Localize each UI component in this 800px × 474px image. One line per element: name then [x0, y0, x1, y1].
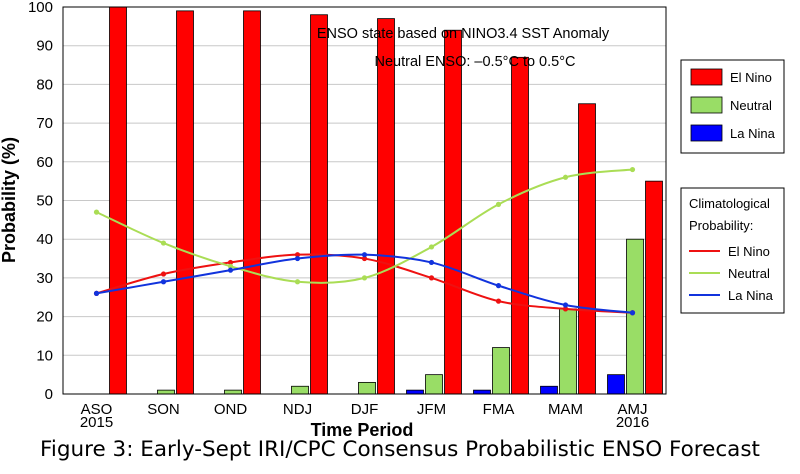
climatology-point-el-nino	[294, 252, 301, 258]
legend-climatology-label-la-nina: La Nina	[728, 288, 774, 303]
y-tick-label: 0	[45, 386, 53, 403]
legend-climatology-label-neutral: Neutral	[728, 266, 770, 281]
climatology-point-la-nina	[562, 302, 569, 308]
x-tick-label: DJF	[351, 401, 379, 418]
bar-neutral	[291, 385, 309, 395]
climatology-point-la-nina	[428, 259, 435, 266]
bars	[109, 6, 663, 395]
bar-el-nino	[377, 18, 395, 395]
x-tick-label: FMA	[483, 401, 515, 418]
annotation-line-1: ENSO state based on NINO3.4 SST Anomaly	[317, 26, 610, 42]
climatology-point-neutral	[428, 244, 435, 250]
climatology-point-neutral	[562, 174, 569, 180]
bar-neutral	[425, 374, 443, 395]
climatology-point-la-nina	[294, 255, 301, 262]
x-tick-label: JFM	[417, 401, 446, 418]
bar-neutral	[358, 381, 376, 395]
climatology-point-el-nino	[160, 271, 167, 277]
enso-chart: 0 10 20 30 40 50 60 70 80 90 100 ASO SON OND NDJ DJF JF…	[0, 0, 785, 436]
bar-el-nino	[109, 6, 127, 395]
y-tick-label: 80	[36, 76, 53, 93]
climatology-point-neutral	[629, 166, 636, 173]
y-tick-label: 30	[36, 270, 53, 287]
x-tick-label: SON	[147, 401, 180, 418]
climatology-point-neutral	[227, 263, 234, 269]
climatology-point-neutral	[361, 275, 368, 281]
climatology-point-el-nino	[227, 259, 234, 266]
bar-el-nino	[511, 56, 529, 395]
climatology-point-el-nino	[361, 255, 368, 262]
annotation-line-2: Neutral ENSO: –0.5°C to 0.5°C	[375, 54, 576, 70]
y-tick-label: 50	[36, 193, 53, 210]
bar-la-nina	[540, 385, 558, 395]
bar-neutral	[626, 238, 644, 395]
y-tick-label: 10	[36, 347, 53, 364]
climatology-point-neutral	[93, 209, 100, 215]
bar-la-nina	[607, 374, 625, 395]
climatology-point-la-nina	[495, 283, 502, 289]
climatology-point-la-nina	[361, 252, 368, 258]
legend-climatology-title-2: Probability:	[689, 218, 753, 233]
y-tick-labels: 0 10 20 30 40 50 60 70 80 90 100	[28, 0, 53, 403]
climatology-point-neutral	[160, 240, 167, 246]
x-tick-labels: ASO SON OND NDJ DJF JFM FMA MAM AMJ 2015 2016	[80, 401, 649, 431]
y-axis-title: Probability (%)	[0, 137, 19, 263]
x-tick-label: NDJ	[283, 401, 312, 418]
bar-neutral	[492, 347, 510, 395]
gridlines	[63, 45, 666, 356]
x-tick-label: MAM	[548, 401, 583, 418]
legend-swatch-neutral	[690, 96, 723, 114]
y-tick-label: 40	[36, 231, 53, 248]
y-tick-label: 20	[36, 309, 53, 326]
bar-el-nino	[645, 180, 663, 395]
legend-swatch-la-nina	[690, 124, 723, 142]
x-tick-label: ASO	[81, 401, 113, 418]
bar-el-nino	[310, 14, 328, 395]
y-tick-label: 90	[36, 38, 53, 55]
legend-series: El Nino Neutral La Nina	[680, 59, 785, 154]
x-axis-title: Time Period	[311, 420, 414, 436]
bar-el-nino	[444, 29, 462, 395]
x-tick-label: OND	[214, 401, 248, 418]
climatology-point-la-nina	[629, 310, 636, 316]
bar-neutral	[559, 308, 577, 395]
plot-frame	[62, 6, 667, 395]
bar-el-nino	[578, 103, 596, 395]
legend-swatch-el-nino	[690, 68, 723, 86]
climatology-point-el-nino	[428, 275, 435, 281]
legend-climatology: Climatological Probability: El Nino Neutr…	[680, 187, 785, 314]
year-label: 2016	[616, 414, 649, 431]
y-tick-label: 100	[28, 0, 53, 16]
bar-el-nino	[176, 10, 194, 395]
climatology-point-neutral	[294, 279, 301, 285]
legend-label-neutral: Neutral	[730, 98, 772, 113]
bar-neutral	[157, 389, 175, 395]
climatology-point-la-nina	[160, 279, 167, 285]
climatology-point-el-nino	[562, 306, 569, 312]
legend-climatology-title-1: Climatological	[689, 196, 770, 211]
bar-neutral	[224, 389, 242, 395]
year-label: 2015	[80, 414, 113, 431]
legend-label-la-nina: La Nina	[730, 126, 776, 141]
bar-el-nino	[243, 10, 261, 395]
figure-caption: Figure 3: Early-Sept IRI/CPC Consensus P…	[40, 437, 760, 462]
bar-la-nina	[406, 389, 424, 395]
legend-label-el-nino: El Nino	[730, 70, 772, 85]
climatology-point-la-nina	[93, 290, 100, 296]
y-tick-label: 60	[36, 154, 53, 171]
climatology-point-la-nina	[227, 267, 234, 273]
bar-la-nina	[473, 389, 491, 395]
climatology-lines	[93, 166, 636, 316]
legend-climatology-label-el-nino: El Nino	[728, 244, 770, 259]
y-tick-label: 70	[36, 115, 53, 132]
climatology-point-el-nino	[495, 298, 502, 304]
x-tick-label: AMJ	[618, 401, 648, 418]
climatology-point-neutral	[495, 201, 502, 207]
